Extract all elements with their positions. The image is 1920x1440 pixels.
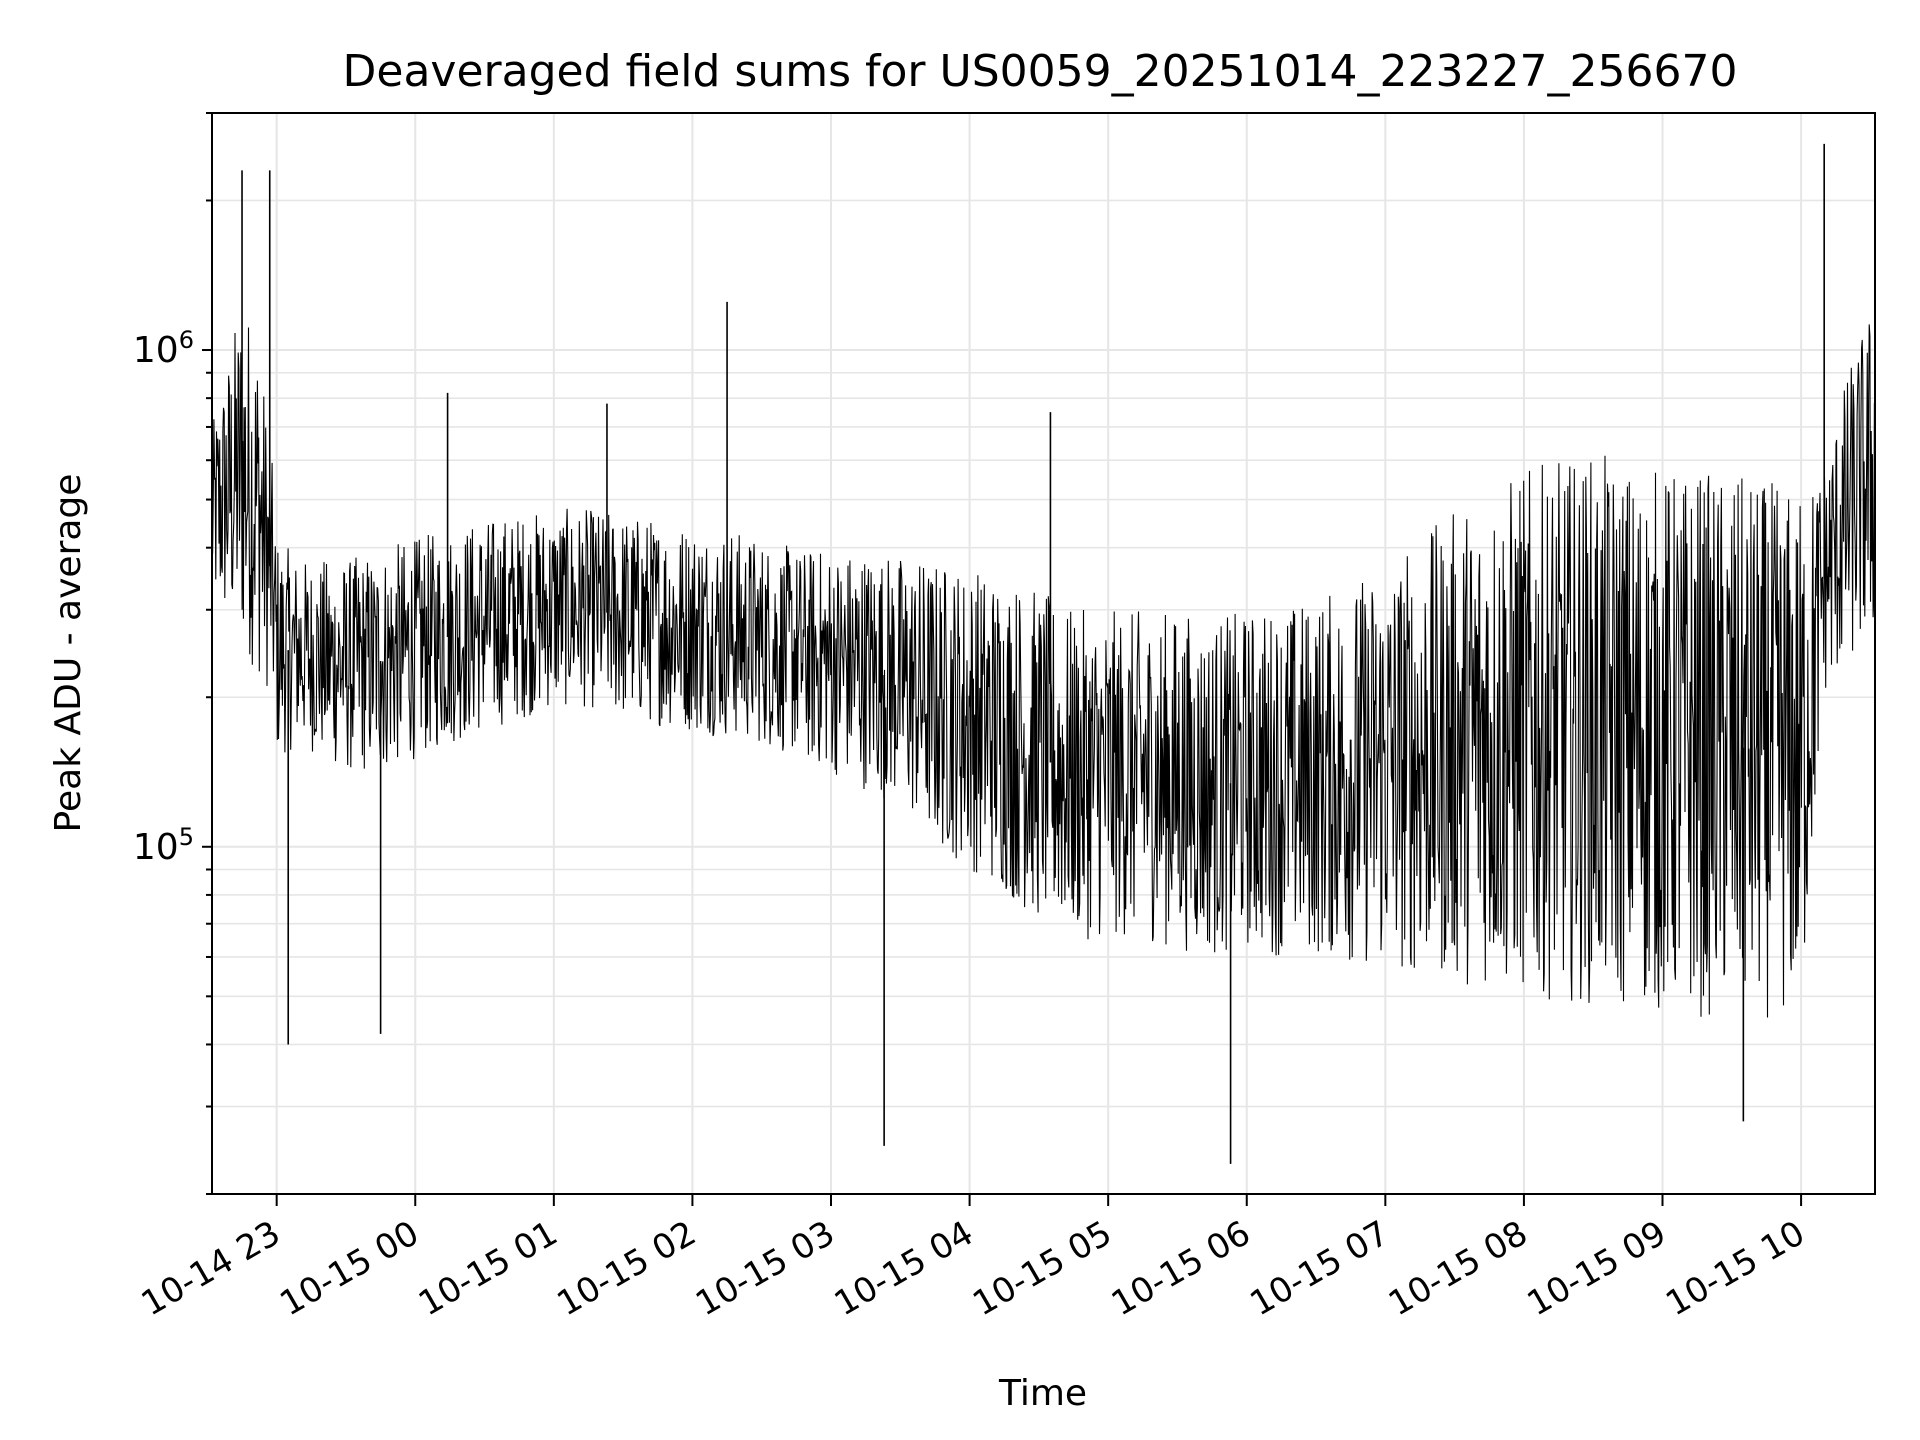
x-tick-label: 10-15 04 [828,1213,980,1324]
y-axis: 105 106 [133,112,212,1195]
x-tick-label: 10-15 05 [966,1213,1118,1324]
x-tick-label: 10-15 01 [412,1213,564,1324]
x-tick-label: 10-15 06 [1105,1213,1257,1324]
x-tick-label: 10-15 08 [1382,1213,1534,1324]
x-tick-label: 10-15 09 [1521,1213,1673,1324]
y-tick-label: 106 [133,326,194,371]
line-series [211,143,1876,1164]
x-axis-label: Time [998,1373,1087,1414]
x-tick-label: 10-15 03 [689,1213,841,1324]
plot-frame [211,112,1876,1195]
y-tick-label: 105 [133,823,194,868]
chart-title: Deaveraged field sums for US0059_2025101… [343,46,1738,97]
y-axis-label: Peak ADU - average [48,474,89,833]
x-tick-label: 10-15 07 [1243,1213,1395,1324]
x-tick-label: 10-15 02 [551,1213,703,1324]
x-tick-label: 10-15 10 [1659,1213,1811,1324]
x-tick-label: 10-15 00 [273,1213,425,1324]
series-line [211,324,1876,1018]
x-tick-label: 10-14 23 [135,1213,287,1324]
